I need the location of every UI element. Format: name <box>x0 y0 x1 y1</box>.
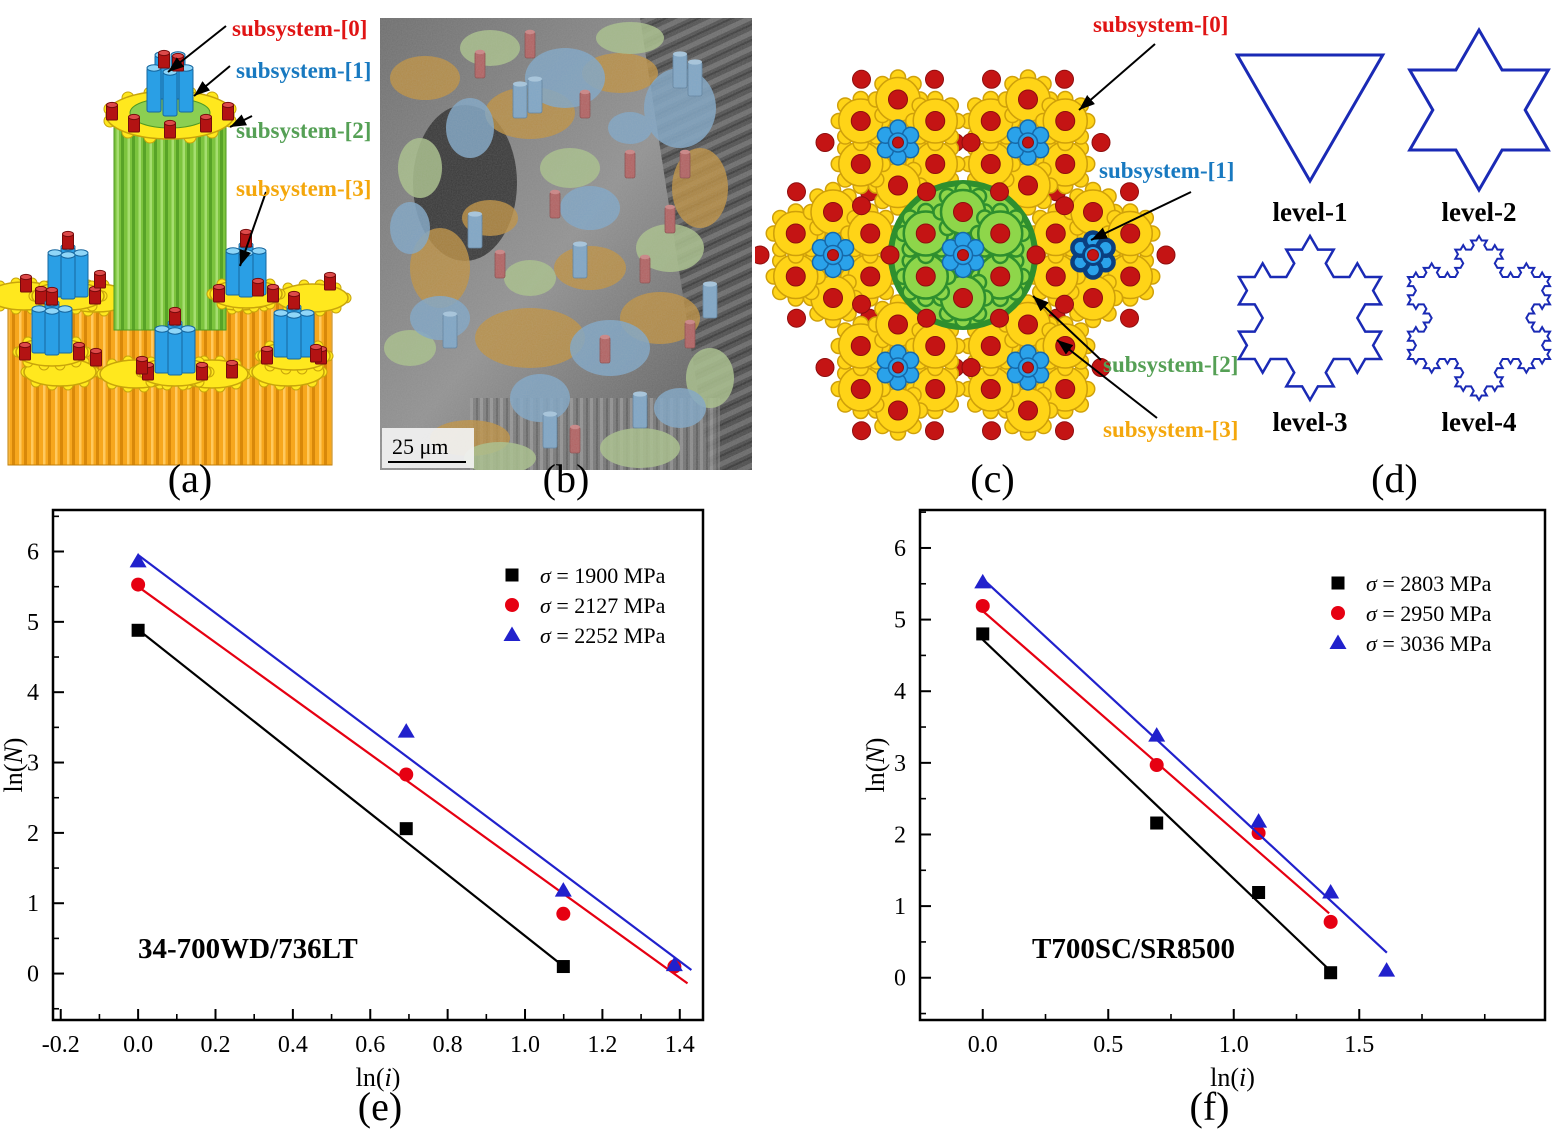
svg-text:0.4: 0.4 <box>278 1032 308 1058</box>
panel-a-subsystem-1-label: subsystem-[1] <box>236 58 371 83</box>
svg-text:0.2: 0.2 <box>201 1032 231 1058</box>
rosette <box>815 294 981 441</box>
koch-level-3-snowflake <box>1236 233 1384 403</box>
panel-a-hierarchical-bundle: subsystem-[0] subsystem-[1] subsystem-[2… <box>0 16 371 466</box>
level-4-label: level-4 <box>1441 407 1517 437</box>
koch-level-1-triangle <box>1234 53 1386 184</box>
legend: σ = 2803 MPa σ = 2950 MPa σ = 3036 MPa <box>1329 571 1492 656</box>
svg-text:1: 1 <box>894 894 906 920</box>
panel-c-fractal-pattern: subsystem-[0] subsystem-[1] subsystem-[2… <box>755 12 1238 442</box>
svg-text:σ = 3036 MPa: σ = 3036 MPa <box>1366 631 1492 656</box>
svg-text:1: 1 <box>27 891 39 917</box>
svg-text:0: 0 <box>27 962 39 988</box>
plot-frame <box>51 508 705 1022</box>
series-0 <box>976 627 1338 980</box>
svg-text:0.0: 0.0 <box>123 1032 153 1058</box>
svg-text:3: 3 <box>894 751 906 777</box>
svg-text:σ = 2950 MPa: σ = 2950 MPa <box>1366 601 1492 626</box>
series-0 <box>131 623 570 974</box>
rosette <box>815 69 981 216</box>
svg-text:6: 6 <box>894 536 906 562</box>
svg-text:3: 3 <box>27 751 39 777</box>
svg-text:5: 5 <box>894 608 906 634</box>
koch-curve <box>1234 53 1386 184</box>
legend: σ = 1900 MPa σ = 2127 MPa σ = 2252 MPa <box>503 563 666 648</box>
material-annotation: T700SC/SR8500 <box>1032 933 1235 965</box>
caption-c: (c) <box>970 456 1015 501</box>
level-3-label: level-3 <box>1272 407 1348 437</box>
svg-text:2: 2 <box>894 822 906 848</box>
svg-text:ln(N): ln(N) <box>0 738 28 793</box>
svg-text:1.5: 1.5 <box>1344 1032 1374 1058</box>
panel-b-sem-image: 25 μm <box>380 18 752 470</box>
koch-curve <box>1236 233 1384 403</box>
svg-text:1.0: 1.0 <box>1219 1032 1249 1058</box>
series-1 <box>975 598 1338 929</box>
caption-e: (e) <box>357 1084 403 1129</box>
panel-a-subsystem-2-label: subsystem-[2] <box>236 118 371 143</box>
svg-text:1.0: 1.0 <box>510 1032 540 1058</box>
svg-text:0.5: 0.5 <box>1093 1032 1123 1058</box>
rosette <box>755 181 916 329</box>
svg-text:1.2: 1.2 <box>587 1032 617 1058</box>
plot-frame <box>918 508 1547 1022</box>
axes-ticks: 0.0 0.5 1.0 1.5 0 1 2 3 4 5 6 <box>894 511 1486 1058</box>
svg-text:0: 0 <box>894 966 906 992</box>
level-2-label: level-2 <box>1441 197 1517 227</box>
panel-a-annotation-arrows <box>167 25 267 267</box>
svg-text:2: 2 <box>27 821 39 847</box>
rosette <box>880 180 1046 330</box>
level-1-label: level-1 <box>1272 197 1348 227</box>
svg-text:σ = 1900 MPa: σ = 1900 MPa <box>540 563 666 588</box>
svg-text:σ = 2127 MPa: σ = 2127 MPa <box>540 593 666 618</box>
panel-c-subsystem-1-label: subsystem-[1] <box>1099 158 1234 183</box>
svg-text:0.0: 0.0 <box>968 1032 998 1058</box>
panel-c-subsystem-3-label: subsystem-[3] <box>1103 417 1238 442</box>
material-annotation: 34-700WD/736LT <box>138 933 358 965</box>
panel-a-subsystem-0-label: subsystem-[0] <box>232 16 367 41</box>
svg-text:6: 6 <box>27 540 39 566</box>
series-2 <box>129 552 693 972</box>
caption-f: (f) <box>1189 1084 1230 1129</box>
green-subsystem-tower <box>103 49 237 331</box>
koch-level-4-snowflake <box>1406 233 1552 403</box>
panel-c-subsystem-2-label: subsystem-[2] <box>1103 352 1238 377</box>
panel-c-subsystem-0-label: subsystem-[0] <box>1093 12 1228 37</box>
panel-c-annotation-arrows <box>1032 43 1192 419</box>
svg-text:ln(i): ln(i) <box>1210 1063 1255 1092</box>
chart-f-scatter-plot: 0.0 0.5 1.0 1.5 0 1 2 3 4 5 6 σ = 2803 MPa σ = 2950 … <box>861 508 1547 1092</box>
caption-b: (b) <box>542 456 590 501</box>
series-2 <box>974 573 1396 977</box>
panel-d-koch-levels: level-1 level-2 level-3 level-4 <box>1230 15 1559 460</box>
axes-ticks: -0.2 0.0 0.2 0.4 0.6 0.8 1.0 1.2 1.4 0 1 2 3 4 5 6 <box>27 515 695 1058</box>
svg-text:0.8: 0.8 <box>433 1032 463 1058</box>
rosette <box>945 294 1111 441</box>
chart-e-scatter-plot: -0.2 0.0 0.2 0.4 0.6 0.8 1.0 1.2 1.4 0 1 2 3 4 5 6 σ = 1… <box>0 508 705 1092</box>
koch-level-2-star <box>1407 26 1551 194</box>
caption-a: (a) <box>167 456 213 501</box>
svg-text:ln(N): ln(N) <box>861 738 890 793</box>
svg-text:σ = 2803 MPa: σ = 2803 MPa <box>1366 571 1492 596</box>
svg-text:ln(i): ln(i) <box>356 1063 401 1092</box>
rosette <box>1010 181 1176 329</box>
svg-text:σ = 2252 MPa: σ = 2252 MPa <box>540 623 666 648</box>
scale-bar: 25 μm <box>382 428 474 468</box>
koch-curve <box>1407 26 1551 194</box>
svg-text:5: 5 <box>27 610 39 636</box>
svg-text:4: 4 <box>894 679 906 705</box>
svg-text:-0.2: -0.2 <box>42 1032 80 1058</box>
svg-text:4: 4 <box>27 680 39 706</box>
svg-text:0.6: 0.6 <box>355 1032 385 1058</box>
caption-d: (d) <box>1371 456 1418 501</box>
gear-rosette-pattern <box>755 69 1176 441</box>
koch-curve <box>1406 233 1552 403</box>
panel-a-subsystem-3-label: subsystem-[3] <box>236 176 371 201</box>
scale-bar-label: 25 μm <box>392 434 448 459</box>
svg-text:1.4: 1.4 <box>665 1032 695 1058</box>
